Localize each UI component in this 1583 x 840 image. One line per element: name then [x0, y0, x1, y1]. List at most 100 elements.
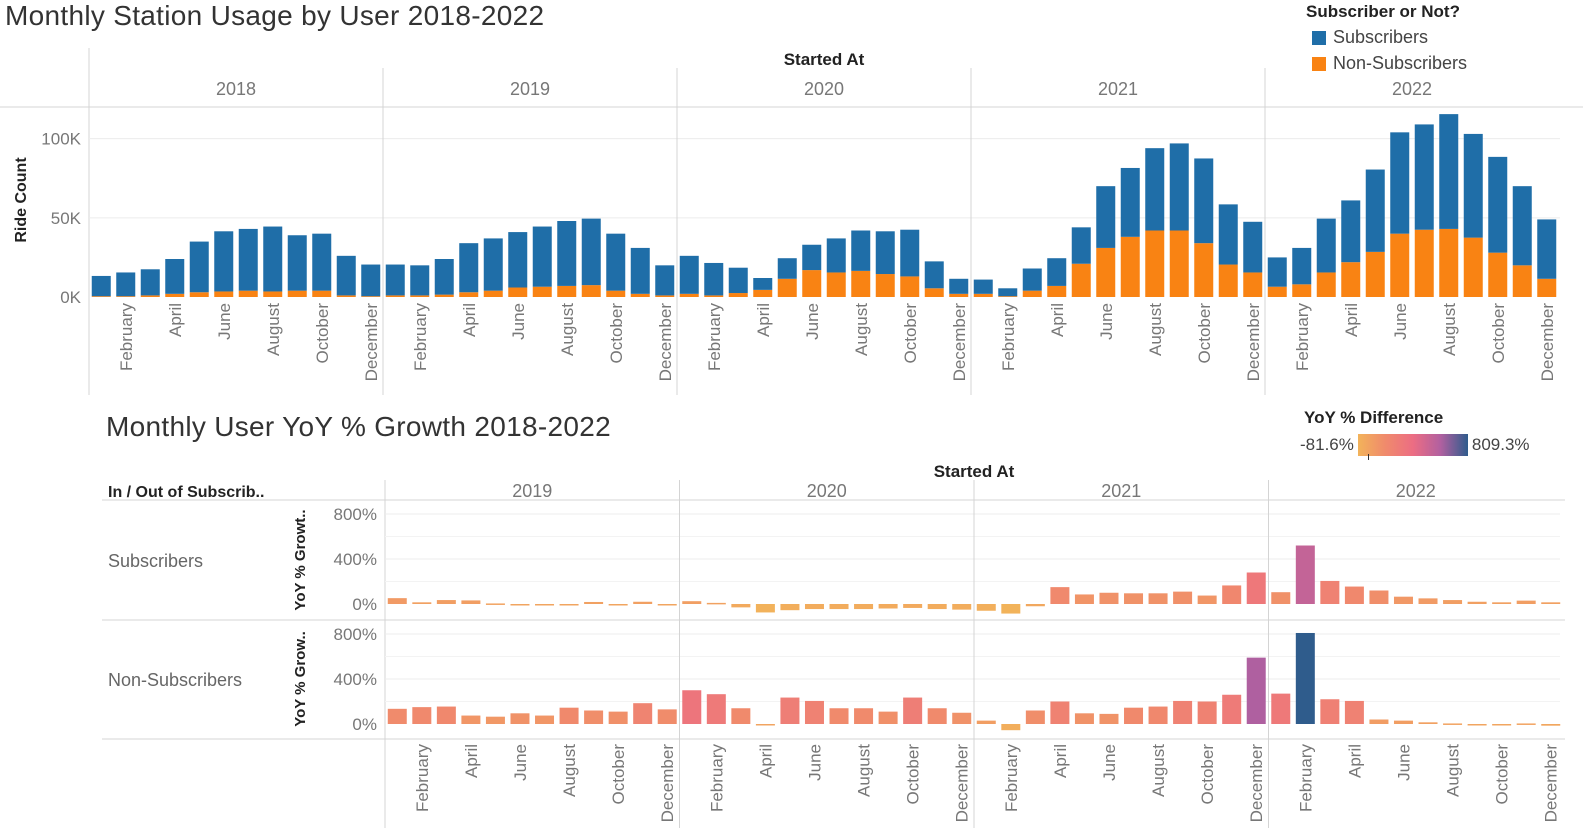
yoy-bar-nonsub-2020-apr [755, 724, 775, 726]
yoy-bar-nonsub-2022-dec [1541, 724, 1561, 726]
bar-sub-2018-aug [263, 226, 283, 292]
bar-sub-2018-sep [287, 235, 307, 291]
bottom-x-tick-2019-feb: February [413, 744, 432, 813]
bar-sub-2022-dec [1537, 219, 1557, 279]
bottom-y-tick-label: 0% [352, 595, 377, 614]
top-year-header-2021: 2021 [1098, 79, 1138, 99]
yoy-bar-nonsub-2021-apr [1050, 701, 1070, 724]
bottom-x-tick-2019-dec: December [658, 744, 677, 823]
yoy-bar-sub-2020-jan [682, 601, 702, 604]
bar-nonsub-2019-may [483, 290, 503, 297]
yoy-bar-sub-2021-apr [1050, 587, 1070, 604]
yoy-bar-nonsub-2021-jan [976, 720, 996, 724]
yoy-bar-nonsub-2019-may [485, 716, 505, 724]
bar-nonsub-2018-jan [91, 296, 111, 297]
bar-sub-2022-oct [1488, 156, 1508, 253]
top-x-tick-2020-jun: June [803, 303, 822, 340]
bar-sub-2018-jul [238, 228, 258, 291]
bottom-year-header-2019: 2019 [512, 481, 552, 501]
bar-nonsub-2022-dec [1537, 278, 1557, 297]
bar-nonsub-2021-mar [1022, 290, 1042, 297]
bar-sub-2022-sep [1463, 133, 1483, 238]
bottom-column-header: Started At [934, 462, 1015, 481]
top-y-tick-label: 50K [51, 209, 82, 228]
legend-item-non-subscribers[interactable]: Non-Subscribers [1312, 53, 1467, 74]
yoy-bar-sub-2021-jun [1099, 592, 1119, 604]
yoy-bar-nonsub-2019-dec [657, 709, 677, 724]
yoy-bar-sub-2021-dec [1246, 572, 1266, 604]
bar-nonsub-2018-apr [165, 293, 185, 297]
bar-nonsub-2019-oct [606, 290, 626, 297]
legend-min-label: -81.6% [1300, 435, 1354, 454]
yoy-bar-nonsub-2019-jun [510, 713, 530, 724]
bottom-x-tick-2022-feb: February [1296, 744, 1315, 813]
yoy-bar-sub-2020-sep [878, 604, 898, 609]
bottom-x-tick-2020-jun: June [805, 744, 824, 781]
top-y-tick-label: 100K [41, 130, 81, 149]
bottom-x-tick-2020-apr: April [756, 744, 775, 778]
bar-sub-2020-aug [851, 230, 871, 271]
bar-nonsub-2019-sep [581, 285, 601, 297]
bar-nonsub-2018-sep [287, 290, 307, 297]
bottom-y-tick-label: 400% [334, 670, 377, 689]
bar-nonsub-2019-jun [508, 287, 528, 297]
yoy-bar-sub-2019-dec [657, 604, 677, 606]
bar-nonsub-2018-oct [312, 290, 332, 297]
bottom-year-header-2020: 2020 [807, 481, 847, 501]
bottom-chart-title: Monthly User YoY % Growth 2018-2022 [106, 411, 611, 442]
yoy-bar-nonsub-2022-apr [1344, 700, 1364, 724]
bar-nonsub-2019-apr [459, 292, 479, 297]
yoy-bar-sub-2022-jul [1418, 598, 1438, 604]
bar-sub-2018-may [189, 241, 209, 293]
top-x-tick-2022-oct: October [1489, 303, 1508, 364]
bar-sub-2019-feb [410, 265, 430, 296]
legend-item-subscribers[interactable]: Subscribers [1312, 27, 1467, 48]
bar-nonsub-2019-feb [410, 295, 430, 297]
bar-sub-2022-mar [1316, 218, 1336, 273]
bar-nonsub-2020-jun [802, 270, 822, 297]
bar-sub-2019-aug [557, 221, 577, 286]
bar-nonsub-2021-sep [1169, 230, 1189, 297]
bar-nonsub-2022-jan [1267, 286, 1287, 297]
yoy-bar-sub-2019-jan [387, 598, 407, 604]
bottom-x-tick-2019-jun: June [511, 744, 530, 781]
bar-nonsub-2022-nov [1512, 265, 1532, 297]
top-x-tick-2018-oct: October [313, 303, 332, 364]
yoy-bar-nonsub-2022-mar [1320, 699, 1340, 724]
bottom-x-tick-2020-feb: February [707, 744, 726, 813]
yoy-bar-sub-2020-jul [829, 604, 849, 610]
bar-nonsub-2020-jan [679, 293, 699, 297]
bottom-legend: YoY % Difference -81.6% 809.3% [1300, 408, 1560, 460]
bottom-legend-title: YoY % Difference [1304, 408, 1444, 427]
top-x-tick-2020-feb: February [705, 303, 724, 372]
bar-nonsub-2020-oct [900, 276, 920, 297]
bar-nonsub-2021-may [1071, 263, 1091, 297]
bar-nonsub-2018-mar [140, 295, 160, 297]
yoy-bar-sub-2020-aug [854, 604, 874, 610]
top-x-tick-2019-oct: October [607, 303, 626, 364]
bar-nonsub-2019-jan [385, 295, 405, 297]
yoy-bar-sub-2021-feb [1001, 604, 1021, 614]
bar-nonsub-2018-jul [238, 290, 258, 297]
top-y-axis-label: Ride Count [13, 157, 30, 243]
bar-nonsub-2021-oct [1194, 243, 1214, 297]
bar-sub-2020-jan [679, 255, 699, 294]
bar-nonsub-2021-jan [973, 293, 993, 297]
bottom-x-tick-2022-oct: October [1493, 744, 1512, 805]
yoy-bar-nonsub-2021-may [1074, 713, 1094, 724]
bar-sub-2021-feb [998, 288, 1018, 297]
yoy-bar-sub-2021-aug [1148, 593, 1168, 604]
bar-sub-2022-nov [1512, 186, 1532, 266]
bar-sub-2018-oct [312, 233, 332, 291]
bar-sub-2019-dec [655, 265, 675, 296]
bar-nonsub-2020-apr [753, 289, 773, 297]
top-column-header: Started At [784, 50, 865, 69]
color-ramp-row: -81.6% 809.3% [1300, 434, 1560, 460]
bar-sub-2022-feb [1292, 247, 1312, 285]
yoy-bar-sub-2020-jun [804, 604, 824, 610]
yoy-bar-sub-2022-oct [1492, 602, 1512, 604]
bottom-year-header-2021: 2021 [1101, 481, 1141, 501]
yoy-bar-sub-2019-mar [436, 600, 456, 604]
bottom-x-tick-2020-dec: December [953, 744, 972, 823]
yoy-bar-nonsub-2022-sep [1467, 724, 1487, 726]
